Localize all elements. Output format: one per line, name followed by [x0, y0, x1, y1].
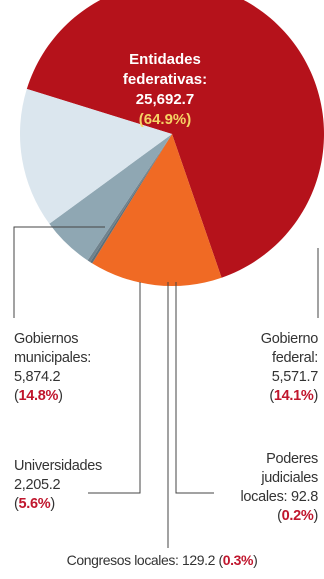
- federal-value: 5,571.7: [271, 369, 319, 385]
- slice-gobiernos-municipales: [19, 88, 173, 224]
- slice-entidades-federativas: [26, 0, 324, 278]
- entidades-value: 25,692.7: [135, 91, 195, 108]
- entidades-line2: federativas:: [122, 71, 208, 88]
- judiciales-line1: Poderes: [266, 451, 318, 467]
- slice-universidades: [49, 134, 172, 261]
- federal-percent: 14.1%: [273, 388, 314, 404]
- label-congresos-locales: Congresos locales: 129.2 (0.3%): [66, 552, 258, 568]
- label-gobiernos-municipales: Gobiernos municipales: 5,874.2 (14.8%): [14, 331, 91, 404]
- municipales-line1: Gobiernos: [14, 331, 79, 347]
- slice-poderes-judiciales: [90, 134, 172, 264]
- leader-line-universidades: [88, 282, 141, 494]
- universidades-line1: Universidades: [14, 458, 102, 474]
- label-poderes-judiciales: Poderes judiciales locales: 92.8 (0.2%): [200, 450, 318, 526]
- judiciales-percent: 0.2%: [281, 508, 314, 524]
- congresos-text: Congresos locales: 129.2: [66, 552, 216, 568]
- label-gobierno-federal: Gobierno federal: 5,571.7 (14.1%): [212, 330, 319, 406]
- federal-line1: Gobierno: [260, 331, 319, 347]
- municipales-value: 5,874.2: [14, 369, 61, 385]
- slice-congresos-locales: [87, 134, 172, 263]
- congresos-percent: 0.3%: [222, 552, 254, 568]
- entidades-percent: (64.9%): [138, 111, 192, 128]
- leader-line-municipales: [13, 226, 105, 318]
- judiciales-line3: locales: 92.8: [240, 489, 318, 505]
- universidades-percent: 5.6%: [18, 496, 51, 512]
- federal-line2: federal:: [272, 350, 318, 366]
- slice-gobierno-federal: [92, 134, 222, 286]
- label-entidades-federativas: Entidades federativas: 25,692.7 (64.9%): [100, 50, 230, 130]
- municipales-line2: municipales:: [14, 350, 91, 366]
- judiciales-line2: judiciales: [261, 470, 318, 486]
- universidades-value: 2,205.2: [14, 477, 61, 493]
- leader-line-judiciales: [175, 282, 214, 494]
- entidades-line1: Entidades: [129, 51, 201, 68]
- municipales-percent: 14.8%: [18, 388, 59, 404]
- label-universidades: Universidades 2,205.2 (5.6%): [14, 458, 102, 512]
